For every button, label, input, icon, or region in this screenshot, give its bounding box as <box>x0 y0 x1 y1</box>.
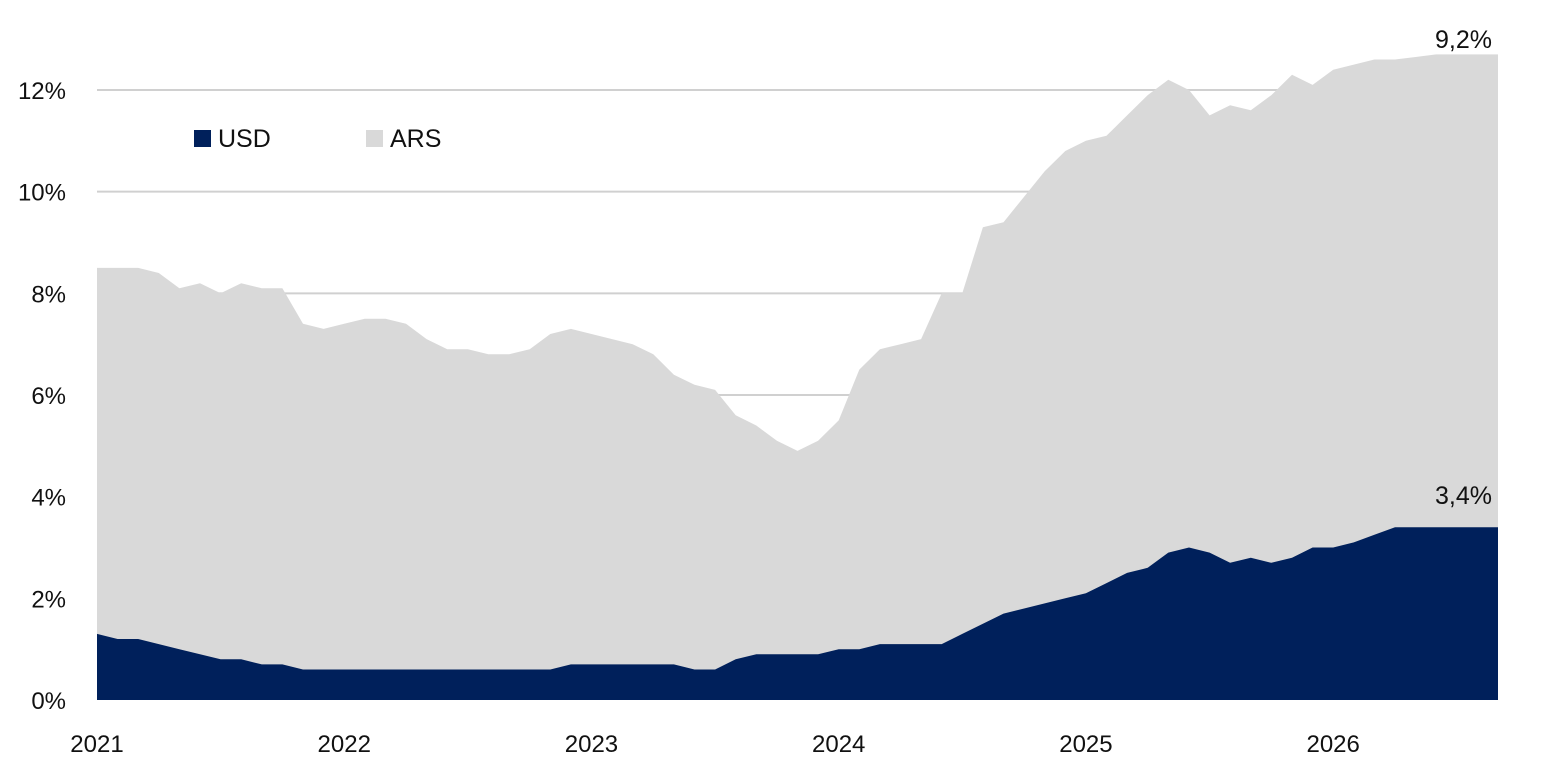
area-series-usd <box>97 527 1498 700</box>
y-axis-ticks: 0% 2% 4% 6% 8% 10% 12% <box>18 78 66 715</box>
legend-label-usd: USD <box>218 125 271 153</box>
area-layer <box>97 54 1498 700</box>
y-tick-label: 4% <box>31 485 66 512</box>
y-tick-label: 0% <box>31 688 66 715</box>
area-series-ars <box>97 54 1498 700</box>
annotations: 9,2% 3,4% <box>1435 26 1492 510</box>
x-tick-label: 2026 <box>1306 731 1359 758</box>
y-tick-label: 12% <box>18 78 66 105</box>
end-label-usd: 3,4% <box>1435 482 1492 510</box>
legend: USD ARS <box>194 125 441 153</box>
x-tick-label: 2022 <box>318 731 371 758</box>
legend-swatch-usd <box>194 130 211 147</box>
x-axis-ticks: 2021 2022 2023 2024 2025 2026 <box>70 731 1360 758</box>
y-tick-label: 10% <box>18 180 66 207</box>
x-tick-label: 2021 <box>70 731 123 758</box>
y-tick-label: 8% <box>31 281 66 308</box>
x-tick-label: 2025 <box>1059 731 1112 758</box>
legend-swatch-ars <box>366 130 383 147</box>
x-tick-label: 2024 <box>812 731 865 758</box>
legend-label-ars: ARS <box>390 125 441 153</box>
x-tick-label: 2023 <box>565 731 618 758</box>
y-tick-label: 6% <box>31 383 66 410</box>
y-tick-label: 2% <box>31 586 66 613</box>
end-label-ars: 9,2% <box>1435 26 1492 54</box>
